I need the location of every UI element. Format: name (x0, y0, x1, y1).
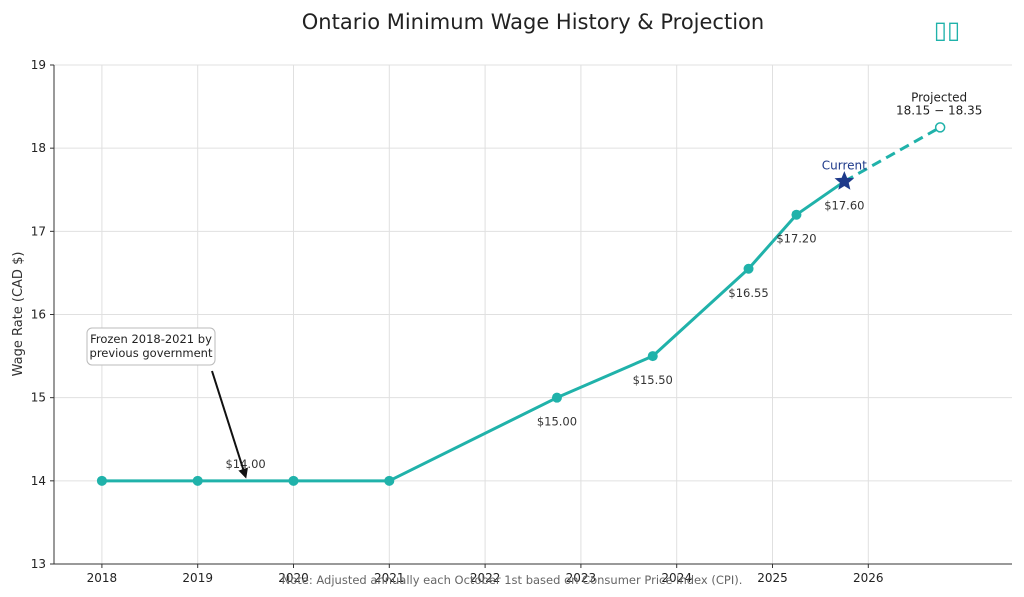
x-tick-labels: 2018 2019 2020 2021 2022 2023 2024 2025 2026 (87, 564, 884, 585)
annotation: Frozen 2018-2021 by previous government (86, 327, 248, 479)
y-axis-label: Wage Rate (CAD $) (11, 252, 26, 377)
annotation-text-line2: previous government (90, 346, 213, 360)
data-point (743, 263, 754, 274)
data-points (96, 209, 802, 486)
x-tick-label: 2025 (757, 571, 788, 585)
grid (54, 64, 1012, 565)
y-tick-label: 19 (31, 58, 46, 72)
data-point (647, 351, 658, 362)
series (101, 126, 941, 483)
annotation-arrow (211, 370, 248, 479)
x-tick-label: 2024 (661, 571, 692, 585)
x-tick-label: 2019 (182, 571, 213, 585)
data-label: $17.20 (776, 232, 816, 246)
y-tick-labels: 13 14 15 16 17 18 19 (31, 58, 54, 571)
y-tick-label: 17 (31, 224, 46, 238)
y-tick-label: 16 (31, 308, 46, 322)
data-label: $17.60 (824, 198, 864, 212)
y-tick-label: 18 (31, 141, 46, 155)
chart-title: Ontario Minimum Wage History & Projectio… (302, 10, 764, 34)
y-tick-label: 15 (31, 391, 46, 405)
data-point (791, 209, 802, 220)
x-tick-label: 2020 (278, 571, 309, 585)
data-label: $14.00 (225, 457, 265, 471)
data-label: $15.50 (633, 373, 673, 387)
x-tick-label: 2023 (566, 571, 597, 585)
data-labels: $14.00 $15.00 $15.50 $16.55 $17.20 $17.60 (225, 198, 864, 470)
data-label: $16.55 (728, 286, 768, 300)
projected-marker-group: Projected 18.15 − 18.35 (896, 90, 982, 133)
projected-point (934, 122, 946, 133)
x-tick-label: 2021 (374, 571, 405, 585)
current-star-icon (834, 171, 855, 190)
corner-icon: ▯▯ (934, 16, 960, 44)
annotation-box (86, 327, 216, 366)
x-tick-label: 2018 (87, 571, 118, 585)
current-marker-group: Current (822, 158, 867, 190)
projected-label: Projected (911, 90, 967, 104)
data-point (551, 392, 562, 403)
data-point (288, 475, 299, 486)
data-point (384, 475, 395, 486)
data-label: $15.00 (537, 415, 577, 429)
footnote: Note: Adjusted annually each October 1st… (282, 573, 743, 587)
data-point (96, 475, 107, 486)
x-tick-label: 2026 (853, 571, 884, 585)
data-point (192, 475, 203, 486)
projection-line (843, 126, 941, 183)
y-tick-label: 14 (31, 474, 46, 488)
y-tick-label: 13 (31, 557, 46, 571)
projected-range-label: 18.15 − 18.35 (896, 103, 982, 117)
annotation-text-line1: Frozen 2018-2021 by (90, 332, 212, 346)
current-label: Current (822, 158, 867, 172)
x-tick-label: 2022 (470, 571, 501, 585)
